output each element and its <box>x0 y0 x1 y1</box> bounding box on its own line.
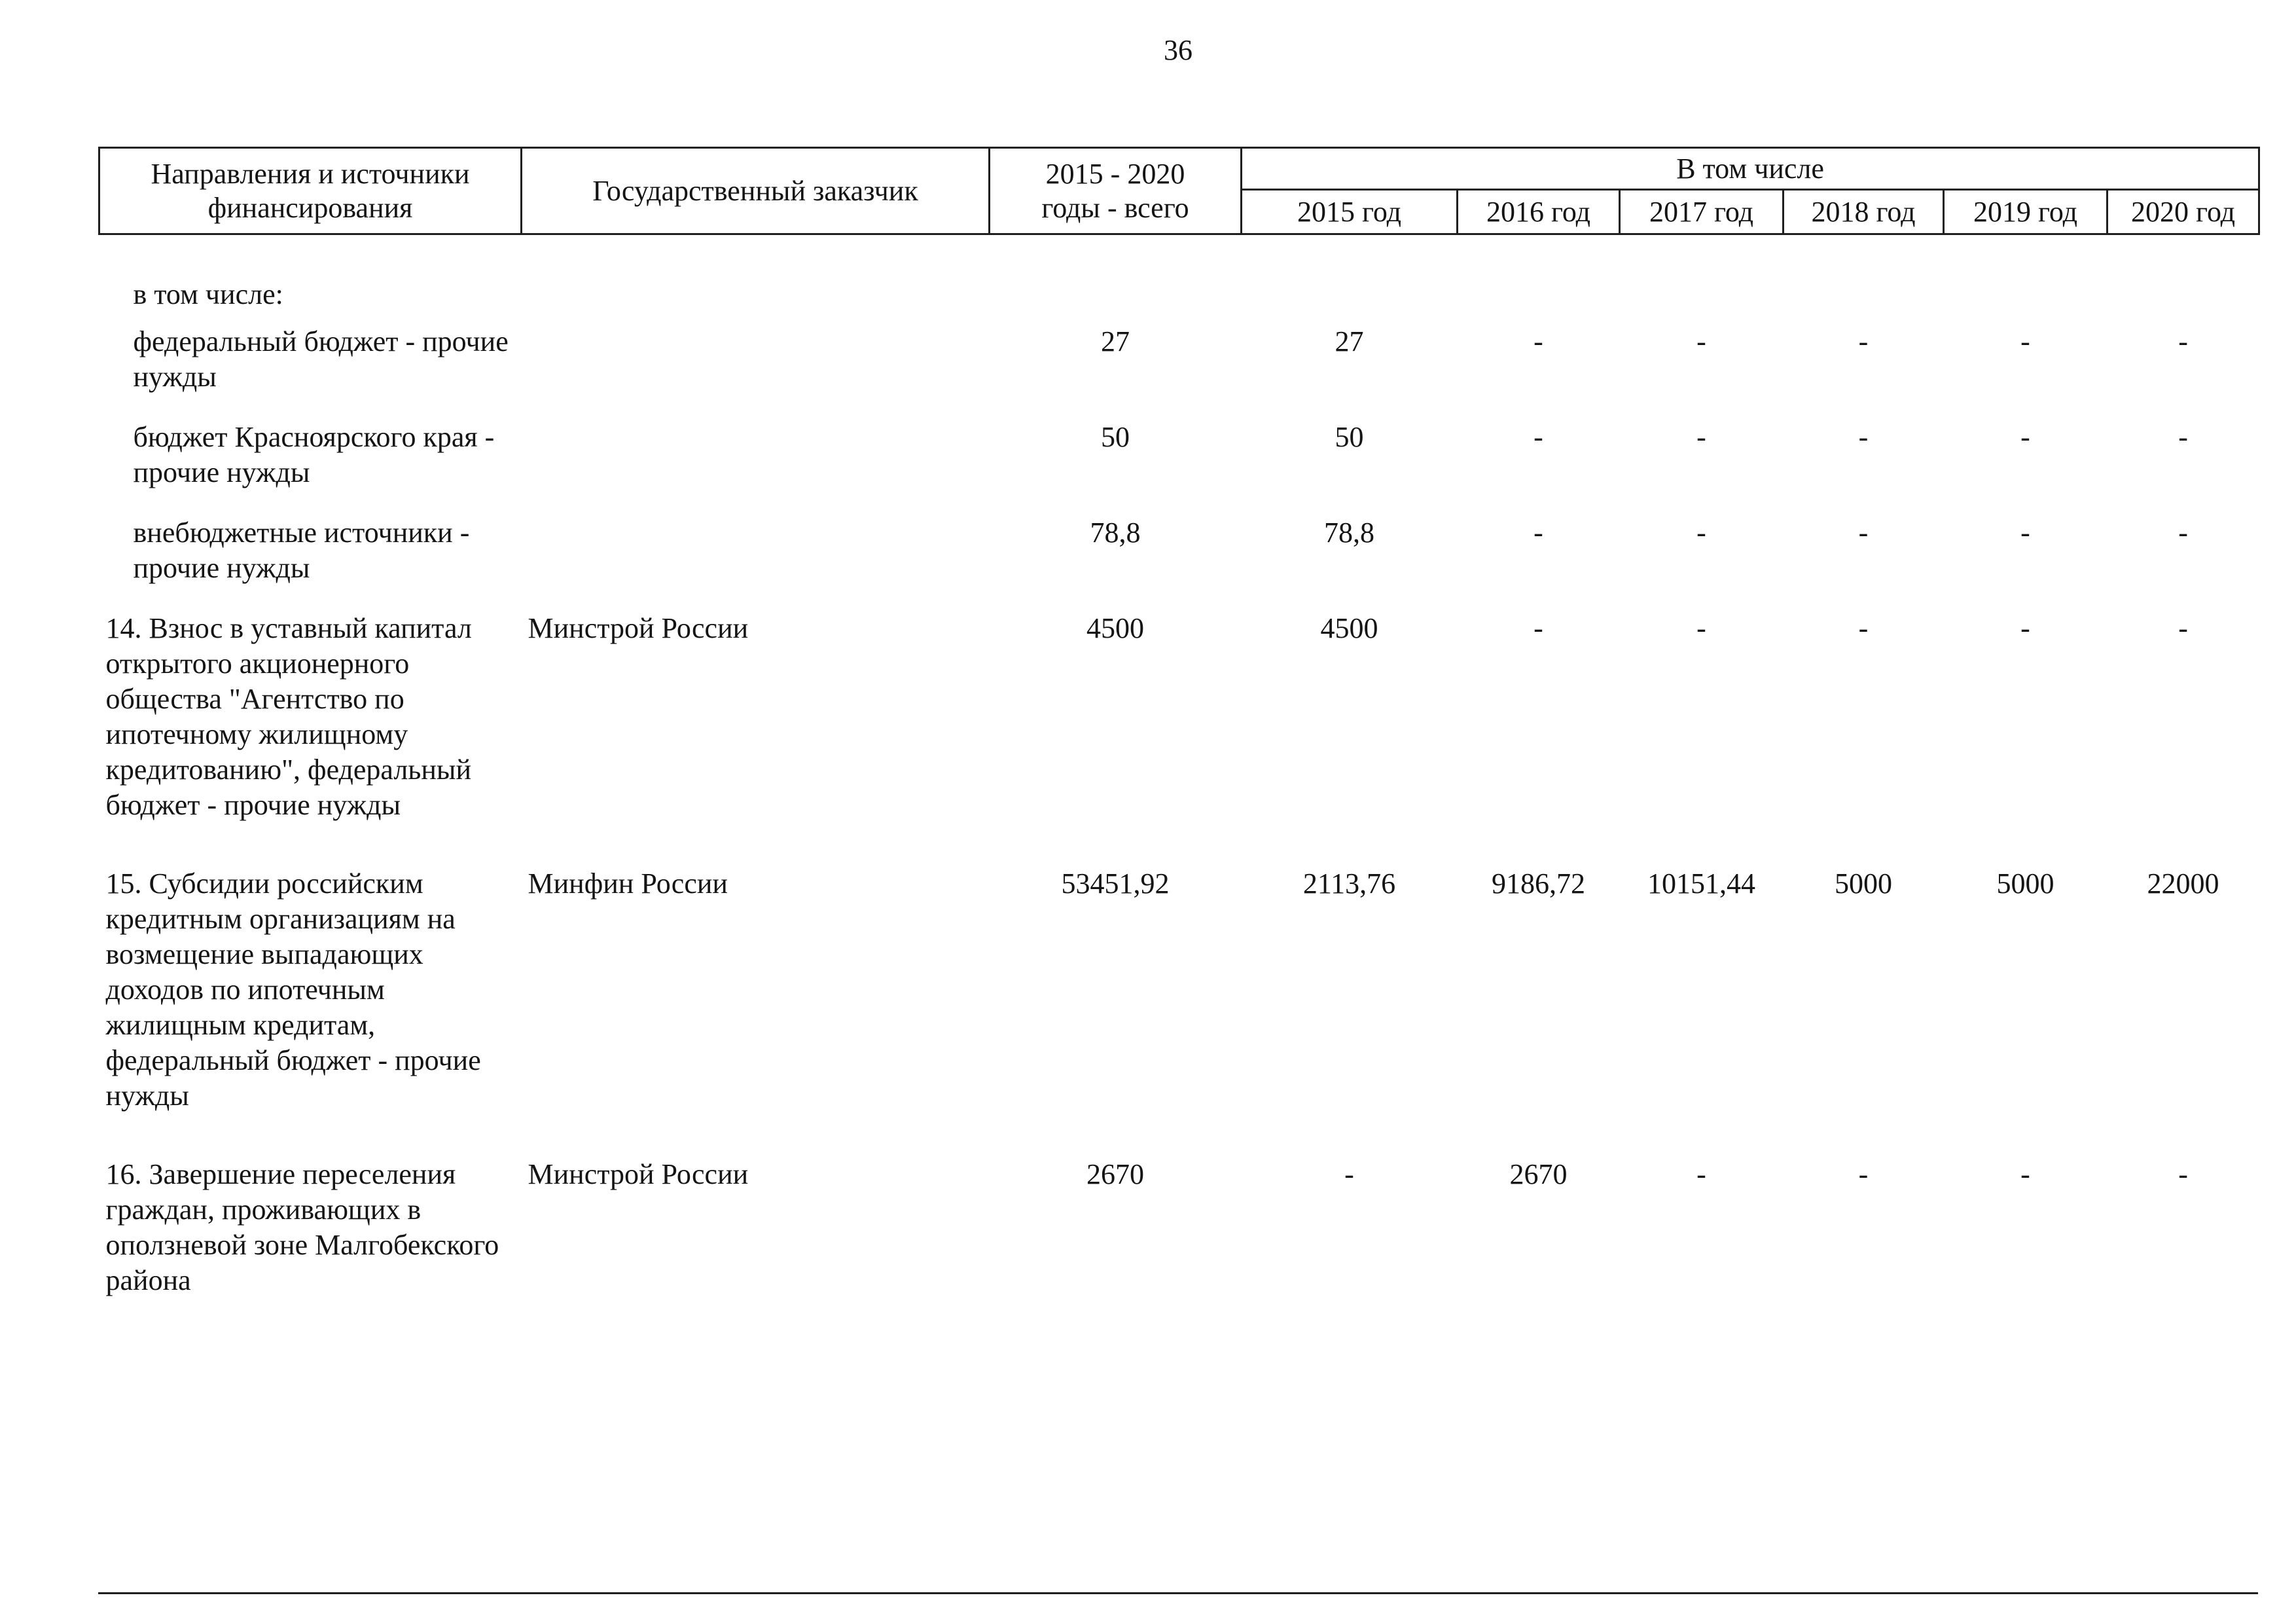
column-header-year-2016: 2016 год <box>1456 189 1621 235</box>
column-header-year-2015: 2015 год <box>1240 189 1458 235</box>
year-2016-cell: - <box>1534 421 1543 453</box>
customer-cell <box>522 234 990 325</box>
customer-cell: Минстрой России <box>528 612 749 644</box>
table-header: Направления и источники финансирования Г… <box>98 147 2261 235</box>
year-2015-cell: - <box>1344 1158 1354 1190</box>
year-2016-cell: 9186,72 <box>1492 867 1585 900</box>
page-bottom-rule <box>98 1592 2258 1594</box>
customer-cell: Минфин России <box>528 867 728 900</box>
year-2017-cell: - <box>1696 612 1706 644</box>
table-body: в том числе: федеральный бюджет - прочие… <box>99 234 2259 1342</box>
total-cell: 78,8 <box>1090 517 1141 549</box>
year-2018-cell: - <box>1858 612 1869 644</box>
customer-cell <box>522 324 990 420</box>
year-2016-cell: - <box>1534 517 1543 549</box>
customer-cell <box>522 515 990 611</box>
header-row-1: Направления и источники финансирования Г… <box>98 147 2261 235</box>
year-2019-cell <box>1944 234 2108 325</box>
direction-cell: бюджет Красноярского края - прочие нужды <box>133 421 495 488</box>
year-2016-cell: 2670 <box>1509 1158 1568 1190</box>
year-2016-cell <box>1458 234 1620 325</box>
total-header-line2: годы - всего <box>1041 191 1189 224</box>
year-2019-cell: - <box>2020 1158 2030 1190</box>
year-2020-cell: - <box>2178 1158 2188 1190</box>
year-2017-cell: - <box>1696 421 1706 453</box>
total-cell <box>990 234 1242 325</box>
year-2015-cell: 50 <box>1335 421 1364 453</box>
year-2018-cell: - <box>1858 421 1869 453</box>
year-2016-cell: - <box>1534 612 1543 644</box>
table-row: внебюджетные источники - прочие нужды 78… <box>99 515 2259 611</box>
year-2018-cell: - <box>1858 325 1869 357</box>
column-header-year-2020: 2020 год <box>2106 189 2261 235</box>
total-cell: 50 <box>1101 421 1130 453</box>
year-2020-cell: - <box>2178 421 2188 453</box>
year-2019-cell: 5000 <box>1996 867 2054 900</box>
year-2015-cell: 2113,76 <box>1302 867 1396 900</box>
total-cell: 2670 <box>1086 1158 1144 1190</box>
year-2018-cell: - <box>1858 1158 1869 1190</box>
year-2018-cell: - <box>1858 517 1869 549</box>
direction-cell: 14. Взнос в уставный капитал открытого а… <box>105 612 472 821</box>
year-2015-cell <box>1242 234 1458 325</box>
total-cell: 4500 <box>1086 612 1144 644</box>
year-2019-cell: - <box>2020 421 2030 453</box>
total-cell: 53451,92 <box>1061 867 1170 900</box>
year-2018-cell: 5000 <box>1835 867 1892 900</box>
year-2017-cell: 10151,44 <box>1647 867 1755 900</box>
table-row: федеральный бюджет - прочие нужды 27 27 … <box>99 324 2259 420</box>
year-2015-cell: 27 <box>1335 325 1364 357</box>
table-row: в том числе: <box>99 234 2259 325</box>
column-header-total: 2015 - 2020 годы - всего <box>988 147 1242 235</box>
year-2020-cell <box>2108 234 2259 325</box>
year-2017-cell: - <box>1696 517 1706 549</box>
year-2019-cell: - <box>2020 612 2030 644</box>
year-2019-cell: - <box>2020 325 2030 357</box>
year-2015-cell: 78,8 <box>1324 517 1374 549</box>
direction-cell: в том числе: <box>133 278 283 310</box>
header-row-2: 2015 год 2016 год 2017 год 2018 год 2019… <box>99 189 2261 235</box>
column-header-year-2018: 2018 год <box>1782 189 1945 235</box>
year-2015-cell: 4500 <box>1320 612 1378 644</box>
year-2016-cell: - <box>1534 325 1543 357</box>
direction-cell: федеральный бюджет - прочие нужды <box>133 325 509 393</box>
table-row: бюджет Красноярского края - прочие нужды… <box>99 420 2259 515</box>
customer-cell: Минстрой России <box>528 1158 749 1190</box>
table-row: 16. Завершение переселения граждан, прож… <box>99 1157 2259 1341</box>
year-2020-cell: - <box>2178 612 2188 644</box>
column-header-including: В том числе <box>1240 147 2261 191</box>
total-cell: 27 <box>1101 325 1130 357</box>
column-header-year-2017: 2017 год <box>1619 189 1784 235</box>
financing-table: Направления и источники финансирования Г… <box>98 147 2261 1342</box>
column-header-year-2019: 2019 год <box>1943 189 2108 235</box>
year-2017-cell: - <box>1696 325 1706 357</box>
direction-cell: 15. Субсидии российским кредитным органи… <box>105 867 481 1112</box>
column-header-directions: Направления и источники финансирования <box>98 147 522 235</box>
column-header-customer: Государственный заказчик <box>520 147 990 235</box>
year-2018-cell <box>1784 234 1944 325</box>
year-2020-cell: 22000 <box>2147 867 2219 900</box>
table-row: 14. Взнос в уставный капитал открытого а… <box>99 611 2259 866</box>
year-2017-cell <box>1620 234 1784 325</box>
year-2019-cell: - <box>2020 517 2030 549</box>
direction-cell: 16. Завершение переселения граждан, прож… <box>105 1158 499 1296</box>
total-header-line1: 2015 - 2020 <box>1045 157 1185 190</box>
year-2020-cell: - <box>2178 517 2188 549</box>
page-number: 36 <box>1164 34 1193 66</box>
year-2017-cell: - <box>1696 1158 1706 1190</box>
direction-cell: внебюджетные источники - прочие нужды <box>133 517 470 584</box>
table-row: 15. Субсидии российским кредитным органи… <box>99 866 2259 1157</box>
year-2020-cell: - <box>2178 325 2188 357</box>
customer-cell <box>522 420 990 515</box>
